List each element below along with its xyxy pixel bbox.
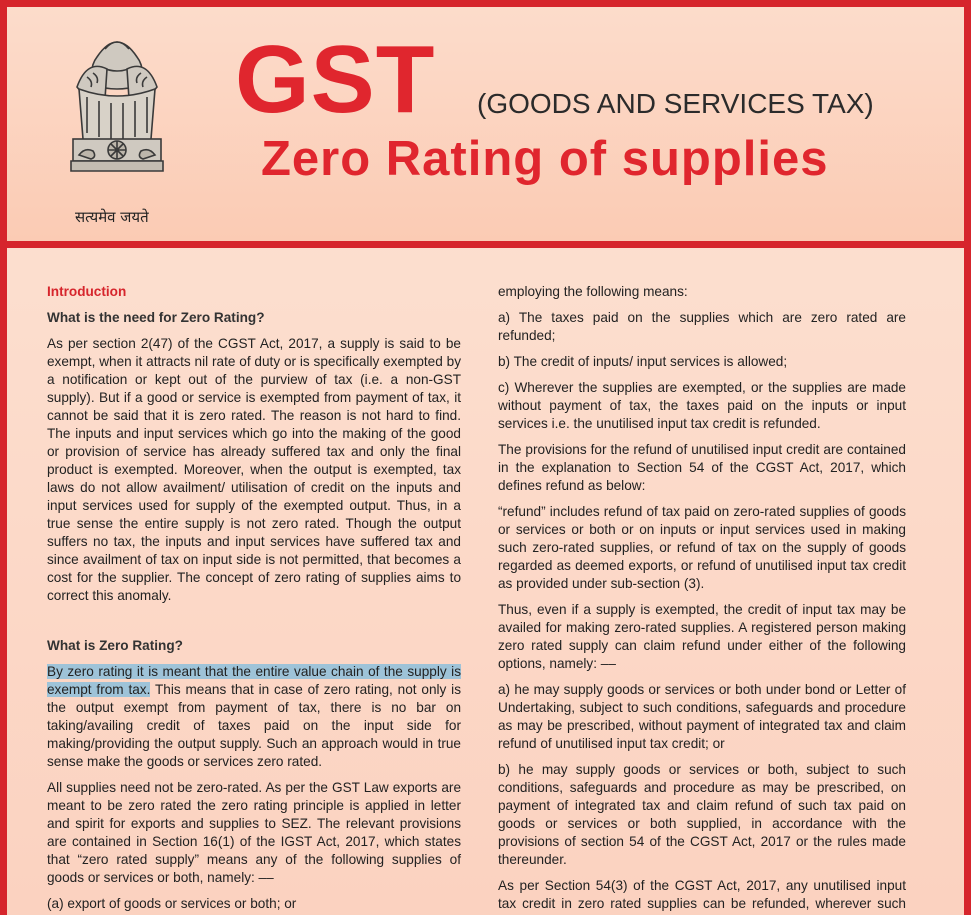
page-title: GST <box>235 26 436 133</box>
paragraph: b) he may supply goods or services or bo… <box>498 762 906 867</box>
page-header: सत्यमेव जयते GST (GOODS AND SERVICES TAX… <box>7 7 964 248</box>
document-heading: Zero Rating of supplies <box>261 132 829 186</box>
paragraph-text: This means that in case of zero rating, … <box>47 682 461 769</box>
paragraph: As per section 2(47) of the CGST Act, 20… <box>47 336 461 603</box>
paragraph: c) Wherever the supplies are exempted, o… <box>498 380 906 431</box>
question-heading: What is the need for Zero Rating? <box>47 310 265 325</box>
paragraph: By zero rating it is meant that the enti… <box>47 663 461 771</box>
section-heading: Introduction <box>47 284 127 299</box>
question-heading: What is Zero Rating? <box>47 638 183 653</box>
page-subtitle: (GOODS AND SERVICES TAX) <box>477 88 874 119</box>
paragraph: As per Section 54(3) of the CGST Act, 20… <box>498 878 906 915</box>
emblem-motto: सत्यमेव जयते <box>75 208 149 226</box>
paragraph: All supplies need not be zero-rated. As … <box>47 780 461 885</box>
left-column: Introduction What is the need for Zero R… <box>47 283 461 915</box>
paragraph: Thus, even if a supply is exempted, the … <box>498 602 906 671</box>
paragraph: “refund” includes refund of tax paid on … <box>498 504 906 591</box>
paragraph: employing the following means: <box>498 284 688 299</box>
paragraph: The provisions for the refund of unutili… <box>498 442 906 493</box>
right-column: employing the following means: a) The ta… <box>498 283 906 915</box>
lion-capital-emblem-icon <box>57 27 177 232</box>
paragraph: a) he may supply goods or services or bo… <box>498 682 906 751</box>
paragraph: (a) export of goods or services or both;… <box>47 896 297 911</box>
paragraph: a) The taxes paid on the supplies which … <box>498 310 906 343</box>
paragraph: b) The credit of inputs/ input services … <box>498 354 788 369</box>
